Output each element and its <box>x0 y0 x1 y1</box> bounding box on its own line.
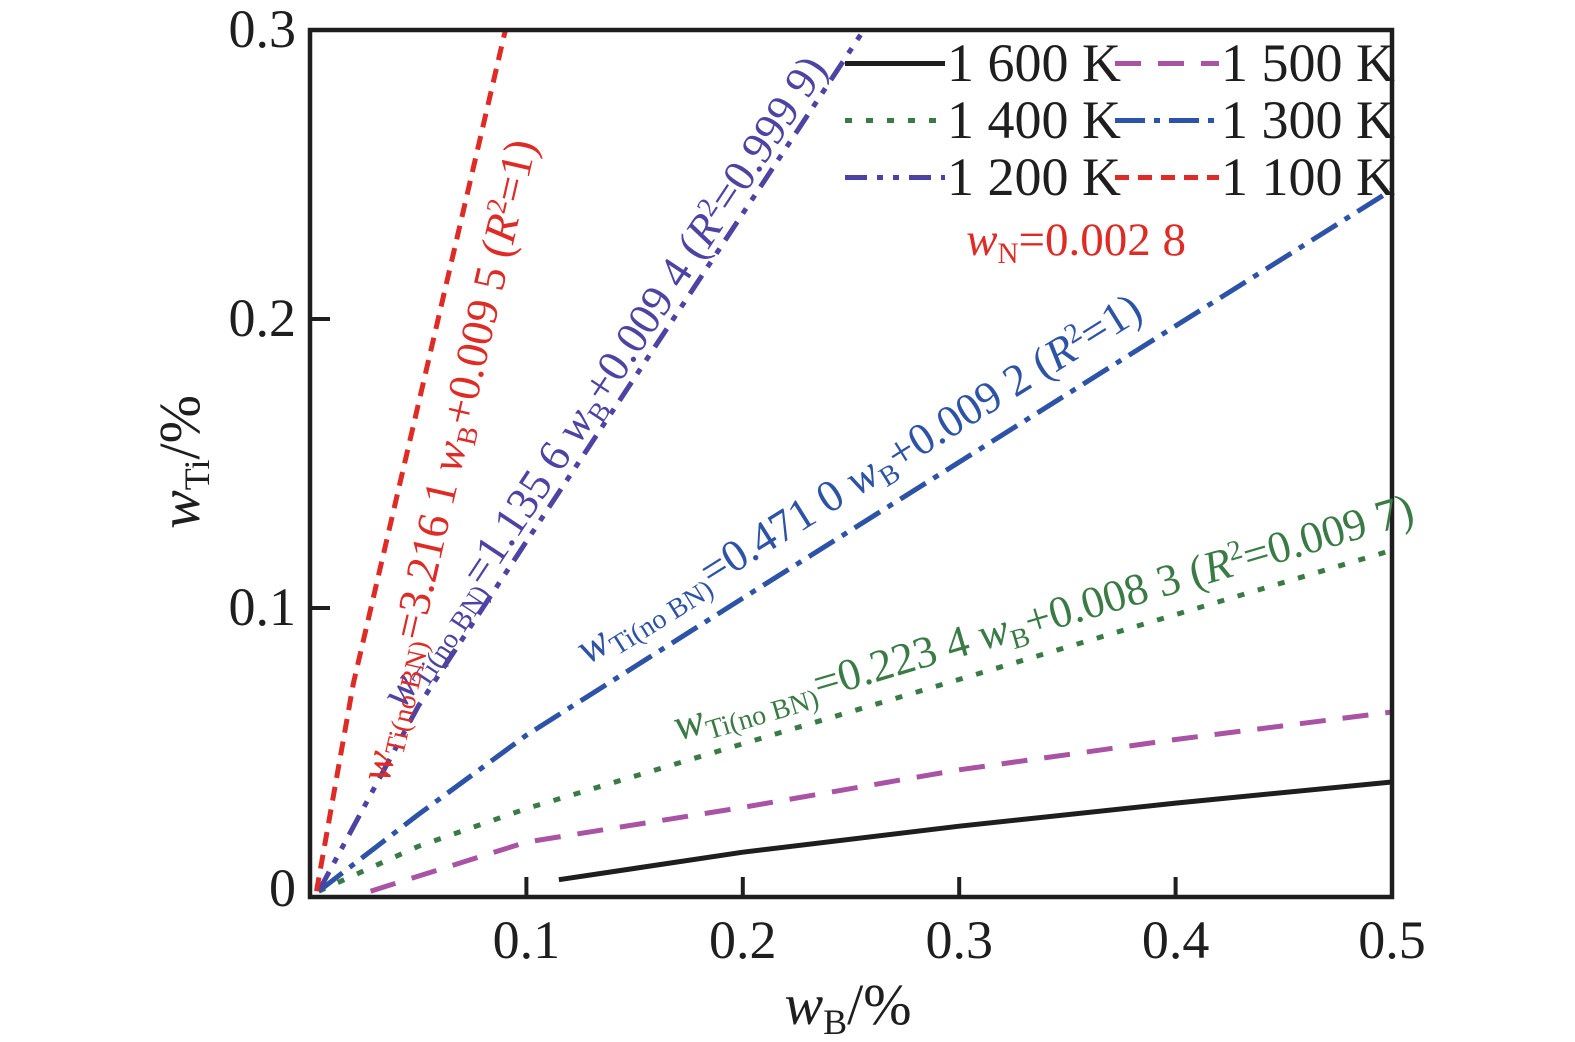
legend-row: 1 600 K 1 500 K <box>843 33 1395 93</box>
legend-label-1600k: 1 600 K <box>947 33 1121 93</box>
series-line-1300k <box>317 187 1392 894</box>
legend: 1 600 K 1 500 K 1 400 K 1 300 K 1 200 K 1 100… <box>843 33 1395 207</box>
wn-note-annotation: wN=0.002 8 <box>966 213 1187 270</box>
series-line-1400k <box>317 547 1392 894</box>
series-line-1100k <box>314 30 508 892</box>
x-tick-label-0.1: 0.1 <box>492 910 561 970</box>
legend-row: 1 200 K 1 100 K <box>843 147 1395 207</box>
legend-line-sample-1200k <box>845 175 945 180</box>
x-axis-label: wB/% <box>784 971 912 1042</box>
plot-border <box>307 27 1395 900</box>
y-tick-label-0.3: 0.3 <box>228 0 297 59</box>
legend-label-1400k: 1 400 K <box>947 90 1121 150</box>
legend-label-1100k: 1 100 K <box>1221 147 1395 207</box>
series-line-1200k <box>316 30 866 893</box>
x-tick-label-0.4: 0.4 <box>1141 910 1210 970</box>
legend-line-sample-1100k <box>1115 175 1219 180</box>
x-tick-label-0.3: 0.3 <box>925 910 993 970</box>
legend-line-sample-1300k <box>1115 118 1219 123</box>
series-line-1500k <box>369 709 1392 894</box>
legend-label-1300k: 1 300 K <box>1221 90 1395 150</box>
legend-line-sample-1600k <box>845 61 945 66</box>
origin-tick-label: 0 <box>269 858 296 918</box>
y-tick-label-0.2: 0.2 <box>228 288 297 348</box>
legend-label-1200k: 1 200 K <box>947 147 1121 207</box>
legend-row: 1 400 K 1 300 K <box>843 90 1395 150</box>
x-tick-label-0.2: 0.2 <box>709 910 777 970</box>
series-line-1600k <box>558 779 1392 883</box>
y-tick-label-0.1: 0.1 <box>228 577 297 637</box>
legend-line-sample-1400k <box>845 118 945 123</box>
x-tick-label-0.5: 0.5 <box>1358 910 1426 970</box>
legend-line-sample-1500k <box>1115 61 1219 66</box>
legend-label-1500k: 1 500 K <box>1221 33 1395 93</box>
y-axis-label: wTi/% <box>146 395 218 529</box>
